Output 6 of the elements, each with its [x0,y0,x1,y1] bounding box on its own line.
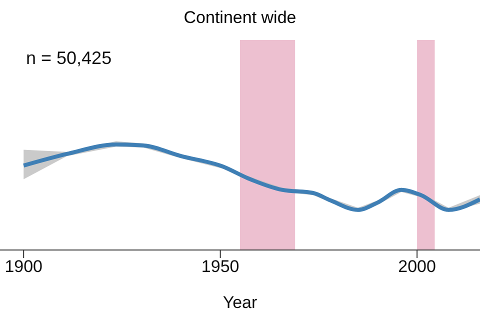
text: n = 50,425 [26,48,112,69]
x-tick-label: 1900 [4,257,43,276]
x-tick-label: 2000 [398,257,436,276]
chart-title: Continent wide [182,8,298,28]
x-axis-title: Year [222,293,258,312]
x-tick-label: 1950 [201,257,240,276]
